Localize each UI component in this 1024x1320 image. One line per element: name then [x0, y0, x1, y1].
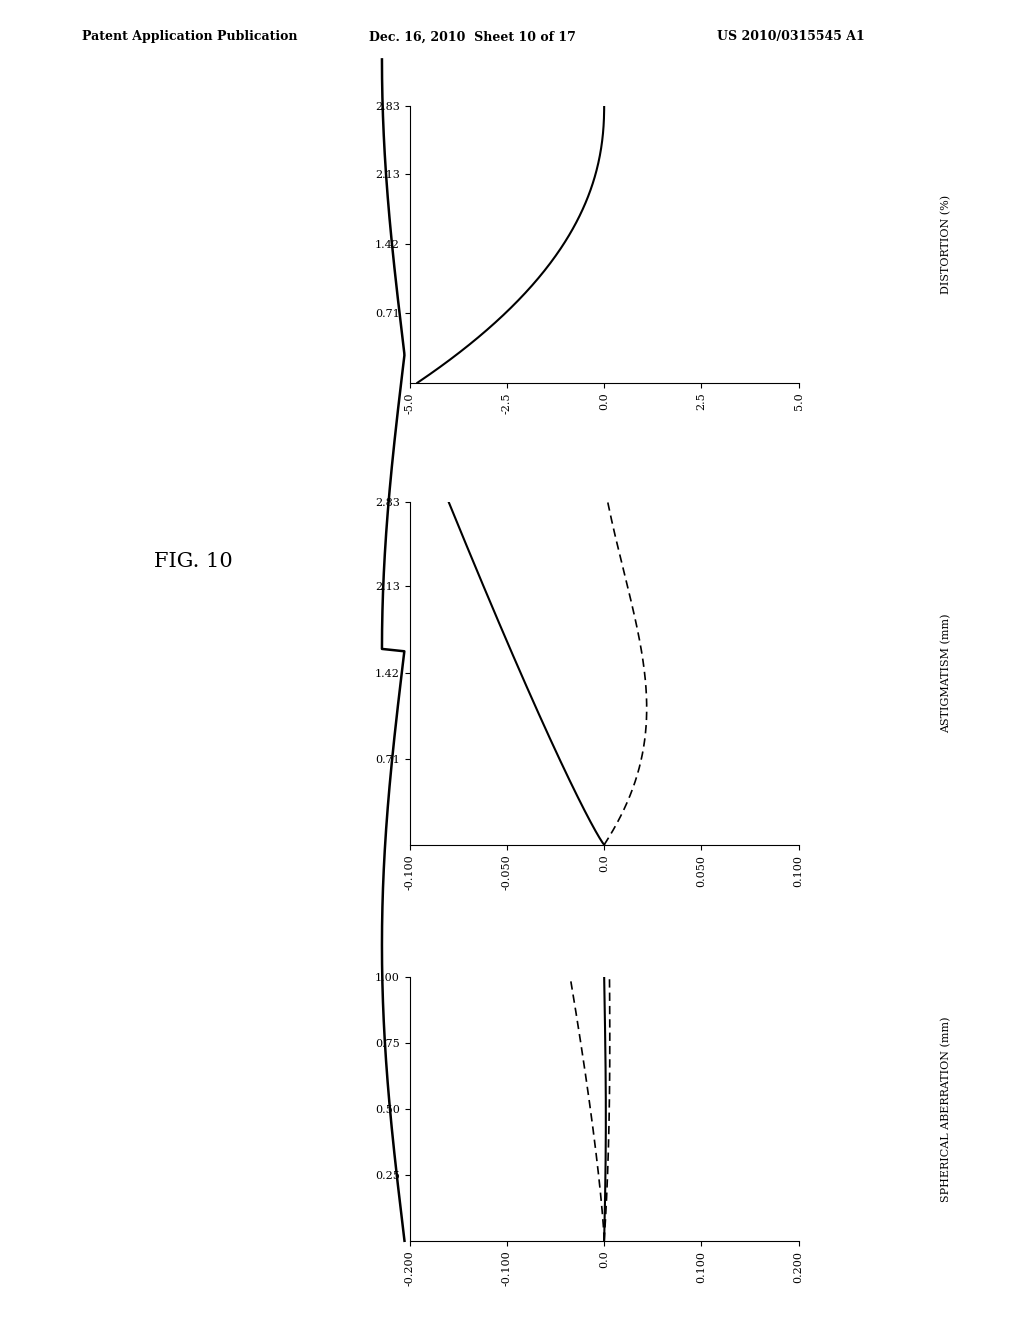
Text: Patent Application Publication: Patent Application Publication [82, 30, 297, 44]
Text: SPHERICAL ABERRATION (mm): SPHERICAL ABERRATION (mm) [941, 1016, 951, 1201]
Text: FIG. 10: FIG. 10 [154, 552, 232, 570]
Text: US 2010/0315545 A1: US 2010/0315545 A1 [717, 30, 864, 44]
Text: DISTORTION (%): DISTORTION (%) [941, 194, 951, 294]
Text: Dec. 16, 2010  Sheet 10 of 17: Dec. 16, 2010 Sheet 10 of 17 [369, 30, 575, 44]
Text: ASTIGMATISM (mm): ASTIGMATISM (mm) [941, 614, 951, 733]
